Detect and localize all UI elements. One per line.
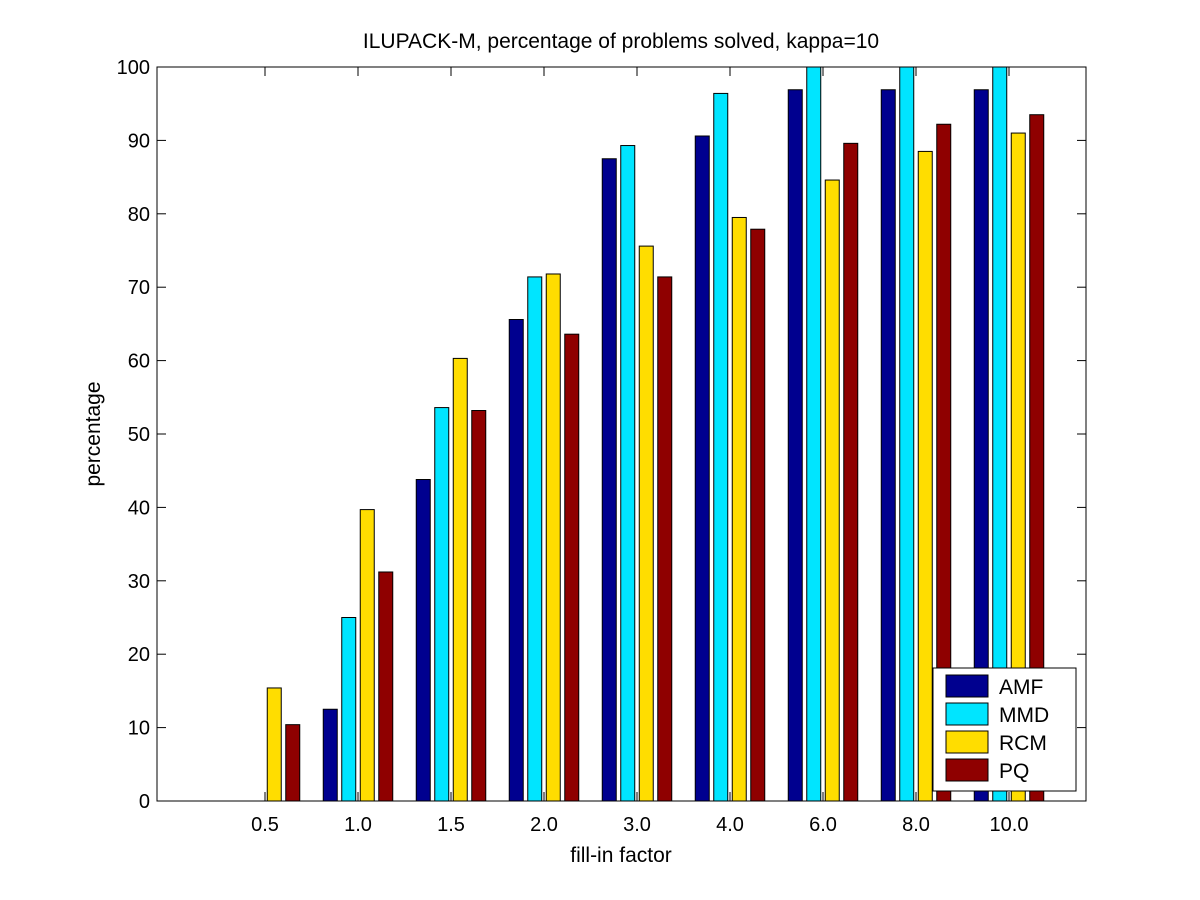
bar-rcm-6.0	[824, 179, 840, 802]
legend-swatch-amf	[945, 674, 989, 698]
y-tick-label: 50	[128, 424, 150, 446]
bar-amf-1.5	[415, 479, 431, 802]
y-tick-label: 100	[117, 57, 150, 79]
legend-label-pq: PQ	[999, 760, 1029, 783]
bar-pq-6.0	[843, 142, 859, 802]
y-tick-label: 20	[128, 644, 150, 666]
bar-amf-3.0	[601, 158, 617, 802]
legend-label-rcm: RCM	[999, 732, 1047, 755]
x-tick-label: 1.0	[344, 814, 372, 836]
x-tick-label: 2.0	[530, 814, 558, 836]
bar-rcm-8.0	[917, 150, 933, 802]
legend-items: AMF MMD RCM PQ	[945, 674, 1049, 783]
x-tick-label: 3.0	[623, 814, 651, 836]
y-tick-label: 70	[128, 277, 150, 299]
bar-rcm-1.0	[359, 509, 375, 802]
bar-rcm-3.0	[638, 245, 654, 802]
bar-rcm-4.0	[731, 216, 747, 802]
y-tick-label: 30	[128, 571, 150, 593]
y-tick-label: 80	[128, 204, 150, 226]
bar-pq-3.0	[657, 276, 673, 802]
legend-swatch-pq	[945, 758, 989, 782]
bar-pq-1.0	[378, 571, 394, 802]
bar-rcm-1.5	[452, 357, 468, 802]
x-tick-label: 6.0	[809, 814, 837, 836]
bar-pq-2.0	[564, 333, 580, 802]
bar-mmd-3.0	[620, 145, 636, 802]
y-tick-label: 90	[128, 130, 150, 152]
bar-pq-8.0	[936, 123, 952, 802]
bar-pq-0.5	[285, 724, 301, 802]
bar-mmd-2.0	[527, 276, 543, 802]
bar-mmd-8.0	[899, 66, 915, 802]
bar-amf-8.0	[880, 89, 896, 802]
bar-mmd-6.0	[806, 66, 822, 802]
bar-amf-10.0	[973, 89, 989, 802]
x-axis-ticks: 0.5 1.0 1.5 2.0 3.0 4.0 6.0 8.0 10.0	[251, 67, 1028, 836]
y-axis-ticks: 0 10 20 30 40 50 60 70 80 90 100	[117, 57, 1086, 813]
x-tick-label: 4.0	[716, 814, 744, 836]
bar-pq-10.0	[1029, 114, 1045, 802]
bar-mmd-4.0	[713, 92, 729, 802]
x-tick-label: 0.5	[251, 814, 279, 836]
bar-mmd-1.0	[341, 617, 357, 802]
bar-pq-4.0	[750, 228, 766, 802]
legend-label-amf: AMF	[999, 676, 1043, 699]
bar-amf-6.0	[787, 89, 803, 802]
bar-amf-2.0	[508, 319, 524, 802]
y-tick-label: 10	[128, 718, 150, 740]
bar-rcm-0.5	[266, 687, 282, 802]
bars-layer	[266, 66, 1045, 802]
bar-pq-1.5	[471, 410, 487, 802]
y-tick-label: 0	[139, 791, 150, 813]
y-tick-label: 60	[128, 351, 150, 373]
chart-title: ILUPACK-M, percentage of problems solved…	[363, 30, 879, 53]
x-tick-label: 10.0	[990, 814, 1029, 836]
bar-rcm-2.0	[545, 273, 561, 802]
bar-mmd-1.5	[434, 407, 450, 802]
legend-swatch-mmd	[945, 702, 989, 726]
legend-swatch-rcm	[945, 730, 989, 754]
x-tick-label: 8.0	[902, 814, 930, 836]
legend-label-mmd: MMD	[999, 704, 1049, 727]
bar-rcm-10.0	[1010, 132, 1026, 802]
y-axis-title: percentage	[82, 381, 105, 486]
bar-amf-1.0	[322, 708, 338, 802]
bar-amf-4.0	[694, 135, 710, 802]
bar-mmd-10.0	[992, 66, 1008, 802]
legend: AMF MMD RCM PQ	[932, 667, 1077, 792]
x-tick-label: 1.5	[437, 814, 465, 836]
x-axis-title: fill-in factor	[570, 844, 672, 867]
y-tick-label: 40	[128, 497, 150, 519]
